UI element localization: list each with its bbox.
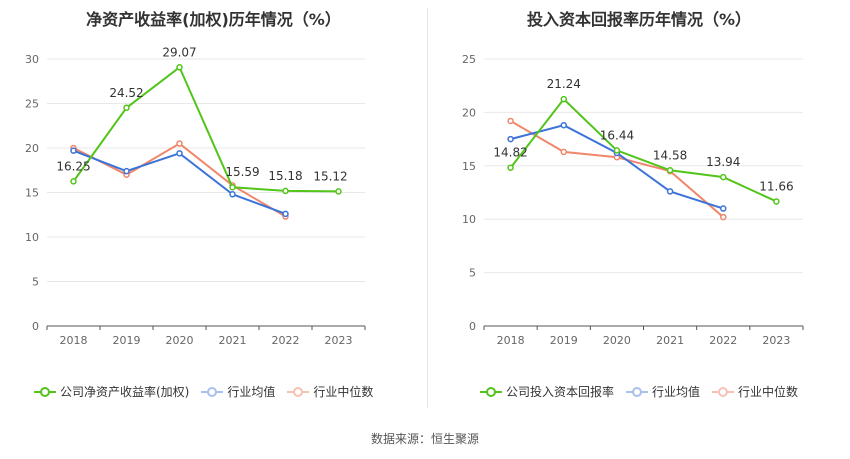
legend-item-mean-roe[interactable]: 行业均值: [201, 383, 275, 400]
legend-line-icon: [712, 386, 735, 397]
series-line-company: [509, 97, 777, 203]
legend-label: 公司投入资本回报率: [506, 385, 615, 399]
legend-roic: 公司投入资本回报率 行业均值 行业中位数: [480, 383, 810, 400]
data-label: 15.59: [225, 165, 259, 179]
data-point-company: [123, 104, 130, 112]
x-tick-label: 2021: [219, 334, 247, 347]
data-label: 14.58: [653, 148, 687, 162]
data-point-mean: [176, 150, 183, 157]
data-point-company: [507, 164, 514, 171]
data-label: 29.07: [162, 45, 196, 59]
data-point-company: [773, 198, 780, 205]
legend-item-median-roe[interactable]: 行业中位数: [287, 383, 373, 400]
data-source-note: 数据来源：恒生聚源: [370, 432, 479, 446]
data-label: 11.66: [759, 179, 793, 193]
y-tick-label: 25: [25, 98, 39, 111]
legend-line-icon: [480, 386, 502, 397]
y-tick-label: 20: [25, 142, 39, 155]
legend-line-icon: [201, 386, 224, 397]
data-point-company: [335, 188, 342, 195]
legend-label: 行业均值: [652, 385, 701, 399]
x-tick-label: 2019: [550, 334, 578, 347]
x-tick-label: 2020: [166, 334, 194, 347]
legend-item-mean-roic[interactable]: 行业均值: [626, 383, 700, 400]
data-point-mean: [560, 121, 567, 129]
x-tick-label: 2020: [603, 334, 631, 347]
legend-label: 公司净资产收益率(加权): [60, 385, 190, 399]
data-point-median: [507, 117, 514, 125]
y-tick-label: 0: [32, 320, 39, 333]
legend-label: 行业中位数: [738, 385, 799, 399]
x-tick-label: 2022: [272, 334, 300, 347]
legend-line-icon: [287, 386, 310, 397]
data-point-company: [666, 167, 674, 174]
roe-line-chart: 0 5 10 15 20 25 30 2018 2019 2020 2021 2022 2023 16.2…: [25, 45, 366, 347]
chart-title-roe: 净资产收益率(加权)历年情况（%）: [86, 10, 341, 29]
legend-line-icon: [34, 386, 56, 397]
y-tick-label: 15: [25, 187, 39, 200]
legend-item-company-roic[interactable]: 公司投入资本回报率: [480, 383, 614, 400]
data-point-mean: [282, 210, 289, 218]
data-point-median: [176, 140, 183, 147]
data-point-mean: [123, 167, 130, 175]
data-point-company: [70, 178, 77, 185]
x-tick-label: 2019: [113, 334, 141, 347]
data-point-company: [613, 147, 621, 154]
roic-line-chart: 0 5 10 15 20 25 2018 2019 2020 2021 2022 2023 14.82 2…: [462, 53, 804, 347]
chart-divider: [427, 8, 428, 408]
legend-label: 行业中位数: [313, 385, 374, 399]
y-tick-label: 10: [462, 213, 476, 226]
data-point-mean: [507, 135, 514, 143]
y-tick-label: 5: [469, 267, 476, 280]
y-tick-label: 30: [25, 53, 39, 66]
data-label: 21.24: [547, 77, 581, 91]
x-tick-label: 2018: [60, 334, 88, 347]
data-point-company: [176, 64, 183, 71]
data-point-mean: [720, 205, 727, 212]
y-tick-label: 5: [32, 276, 39, 289]
y-tick-label: 0: [469, 320, 476, 333]
y-tick-label: 25: [462, 53, 476, 66]
y-tick-label: 20: [462, 106, 476, 119]
data-point-mean: [666, 188, 674, 195]
series-line-company: [72, 65, 339, 193]
data-point-company: [720, 173, 727, 181]
x-tick-label: 2022: [709, 334, 737, 347]
data-point-mean: [229, 191, 236, 198]
data-point-median: [720, 213, 727, 221]
data-label: 14.82: [493, 146, 527, 160]
x-tick-label: 2018: [497, 334, 525, 347]
chart-title-roic: 投入资本回报率历年情况（%）: [526, 10, 752, 29]
legend-item-median-roic[interactable]: 行业中位数: [712, 383, 798, 400]
data-label: 15.12: [313, 169, 347, 183]
legend-line-icon: [626, 386, 649, 397]
data-label: 13.94: [706, 155, 740, 169]
data-point-company: [229, 183, 236, 191]
data-label: 15.18: [268, 169, 302, 183]
legend-item-company-roe[interactable]: 公司净资产收益率(加权): [34, 383, 189, 400]
data-point-company: [560, 95, 567, 103]
data-label: 24.52: [109, 86, 143, 100]
x-tick-label: 2021: [656, 334, 684, 347]
data-point-median: [560, 148, 567, 156]
y-tick-label: 10: [25, 231, 39, 244]
legend-label: 行业均值: [227, 385, 276, 399]
series-line-mean: [73, 149, 286, 215]
x-tick-label: 2023: [762, 334, 790, 347]
data-point-mean: [70, 147, 77, 154]
y-tick-label: 15: [462, 160, 476, 173]
data-label: 16.44: [600, 128, 634, 142]
x-tick-label: 2023: [325, 334, 353, 347]
legend-roe: 公司净资产收益率(加权) 行业均值 行业中位数: [34, 383, 385, 400]
data-point-company: [282, 187, 289, 195]
data-label: 16.25: [56, 159, 90, 173]
